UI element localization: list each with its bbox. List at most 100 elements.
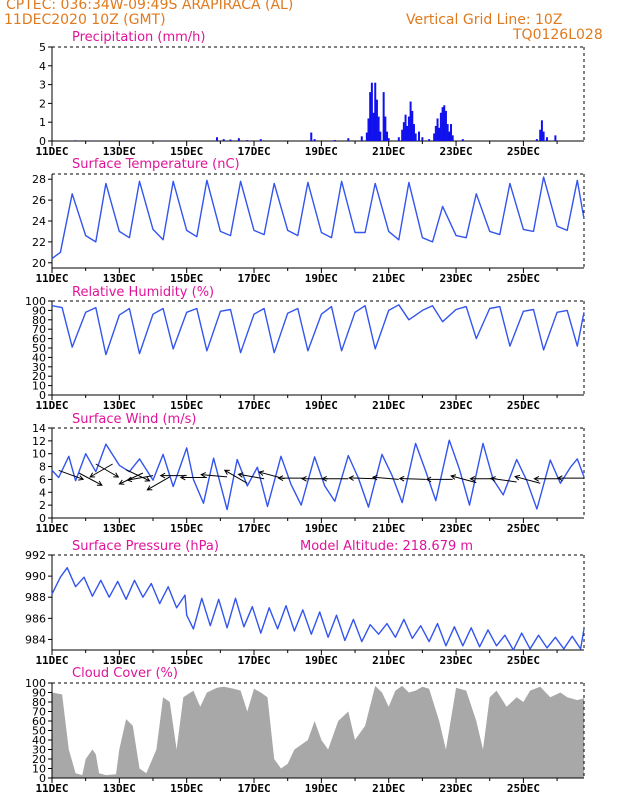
wind-arrow-shaft [224,469,248,484]
x-tick-label: 25DEC [507,782,540,795]
x-tick-label: 25DEC [507,145,540,158]
wind-arrow-head [556,475,563,481]
precip-bar [402,122,405,141]
wind-arrow-head [425,476,432,483]
wind-arrow-head [159,472,166,479]
wind-arrow-head [118,479,125,485]
press-line [51,567,585,651]
wind-arrow-head [301,475,307,482]
precip-bar [406,125,409,141]
x-tick-label: 19DEC [305,654,338,667]
precip-bar [386,131,389,141]
panel-temp: 20 22 24 26 28 11DEC 13DEC 15DEC 17DEC 19DEC 21DEC… [32,157,585,285]
panel-title: Relative Humidity (%) [72,285,214,300]
x-tick-label: 21DEC [372,272,405,285]
wind-arrow [371,474,399,481]
wind-arrow-shaft [238,473,265,480]
wind-arrow-head [277,475,284,481]
wind-arrow-shaft [399,478,426,480]
y-tick-label: 40 [32,734,46,747]
panel-title: Precipitation (mm/h) [72,30,205,45]
wind-arrow-head [533,475,540,482]
y-tick-label: 26 [32,194,46,207]
y-tick-label: 90 [32,304,46,317]
wind-arrow [200,472,228,478]
wind-arrow [425,476,453,483]
precip-bar [409,101,412,141]
y-tick-label: 984 [25,633,46,646]
wind-arrow-shaft [372,476,399,480]
panel-title: Cloud Cover (%) [72,666,178,681]
wind-arrow-shaft [201,474,228,478]
wind-arrow [348,475,376,481]
wind-arrow [159,472,187,479]
wind-arrow-head [223,469,230,475]
x-tick-label: 21DEC [372,145,405,158]
y-tick-label: 20 [32,257,46,270]
x-tick-label: 17DEC [237,654,270,667]
rh-line [51,304,585,356]
wind-arrow [277,475,305,481]
precip-bar [414,133,417,141]
x-tick-label: 13DEC [103,399,136,412]
wind-arrow-shaft [147,476,171,491]
precip-bar [369,92,372,141]
wind-arrow-head [450,474,457,480]
wind-arrow [146,476,171,491]
x-tick-label: 25DEC [507,272,540,285]
x-tick-label: 15DEC [170,145,203,158]
precip-bar [333,140,336,141]
y-tick-label: 4 [39,486,46,499]
precip-bar [372,112,375,141]
wind-arrow-head [78,475,85,481]
y-tick-label: 50 [32,725,46,738]
precip-bar [313,139,316,141]
wind-arrow-head [96,480,103,486]
x-tick-label: 15DEC [170,272,203,285]
wind-arrow [237,472,265,480]
wind-arrow [321,475,349,482]
y-tick-label: 70 [32,323,46,336]
precip-bar [374,82,377,141]
wind-arrow [95,463,120,478]
model-code-label: TQ0126L028 [513,27,603,43]
y-tick-label: 30 [32,361,46,374]
wind-arrow-shaft [514,476,541,484]
station-label: CPTEC: 036:34W-09:49S ARAPIRACA (AL) [6,0,294,13]
x-tick-label: 11DEC [35,654,68,667]
panel-title: Surface Wind (m/s) [72,412,196,427]
x-tick-label: 19DEC [305,272,338,285]
y-tick-label: 50 [32,342,46,355]
precip-bar [451,135,454,141]
wind-arrow-head [179,474,186,481]
y-tick-label: 10 [32,763,46,776]
precip-bar [74,140,77,141]
x-tick-label: 23DEC [439,272,472,285]
x-tick-label: 21DEC [372,654,405,667]
y-tick-label: 12 [32,435,46,448]
wind-arrow-head [514,474,521,481]
x-tick-label: 23DEC [439,145,472,158]
x-tick-label: 17DEC [237,272,270,285]
x-tick-label: 11DEC [35,399,68,412]
y-tick-label: 30 [32,744,46,757]
wind-arrow-head [371,474,378,481]
precip-bar [347,138,350,141]
y-tick-label: 988 [25,591,46,604]
wind-arrow [223,469,248,484]
precip-bar [370,82,373,141]
x-tick-label: 25DEC [507,399,540,412]
precip-bar [444,110,447,141]
precip-bar [259,139,262,141]
y-tick-label: 3 [39,79,46,92]
y-tick-label: 990 [25,570,46,583]
precip-bar [387,138,390,141]
y-tick-label: 2 [39,499,46,512]
precip-bar [412,124,415,141]
precip-bar [433,133,436,141]
y-tick-label: 992 [25,549,46,562]
wind-line [51,439,585,511]
x-tick-label: 17DEC [237,145,270,158]
y-tick-label: 80 [32,314,46,327]
y-tick-label: 0 [39,512,46,525]
